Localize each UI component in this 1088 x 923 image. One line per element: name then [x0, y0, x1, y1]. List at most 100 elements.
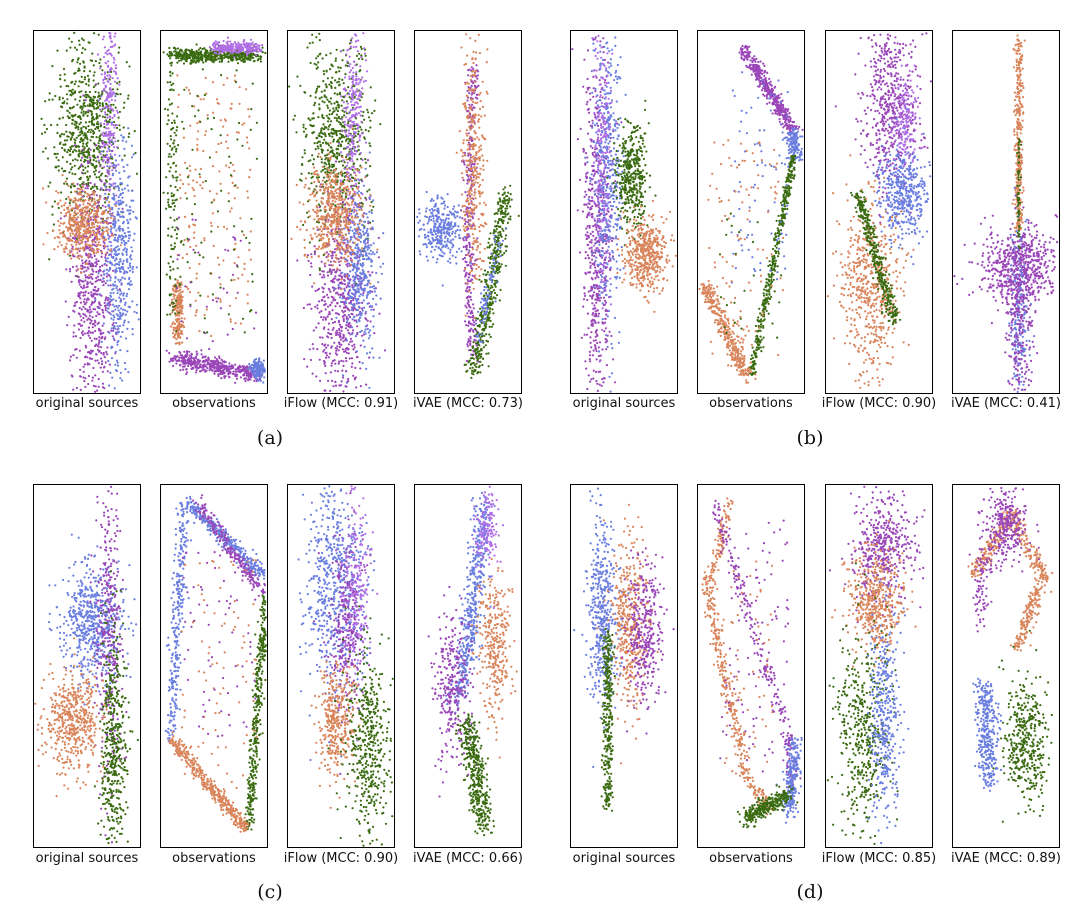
- scatter-point: [100, 150, 104, 153]
- scatter-point: [71, 172, 74, 175]
- scatter-point: [66, 139, 69, 142]
- scatter-point: [113, 58, 116, 61]
- scatter-point: [48, 258, 51, 261]
- scatter-point: [186, 261, 189, 264]
- scatter-point: [98, 350, 101, 353]
- scatter-point: [182, 62, 186, 65]
- scatter-point: [230, 207, 233, 210]
- scatter-point: [108, 74, 111, 77]
- scatter-point: [199, 184, 202, 187]
- scatter-point: [122, 106, 125, 109]
- scatter-point: [123, 101, 126, 104]
- scatter-point: [123, 187, 126, 190]
- scatter-point: [218, 51, 221, 54]
- scatter-point: [104, 174, 107, 178]
- scatter-point: [72, 331, 75, 334]
- scatter-point: [88, 311, 91, 314]
- scatter-point: [235, 264, 239, 267]
- scatter-point: [303, 149, 306, 152]
- scatter-point: [86, 149, 90, 152]
- scatter-point: [174, 357, 177, 361]
- scatter-point: [338, 91, 342, 94]
- scatter-point: [175, 290, 178, 293]
- scatter-point: [341, 109, 344, 112]
- scatter-point: [91, 185, 94, 188]
- scatter-point: [105, 275, 108, 278]
- scatter-point: [107, 48, 110, 51]
- scatter-point: [166, 81, 169, 84]
- scatter-point: [122, 235, 125, 238]
- scatter-point: [173, 145, 176, 148]
- scatter-point: [327, 120, 330, 123]
- scatter-point: [86, 185, 89, 188]
- scatter-point: [70, 136, 73, 139]
- scatter-point: [108, 185, 111, 188]
- scatter-point: [69, 137, 72, 141]
- scatter-point: [111, 116, 114, 120]
- scatter-point: [249, 230, 252, 233]
- scatter-point: [257, 58, 260, 61]
- scatter-point: [106, 260, 109, 263]
- scatter-point: [221, 47, 224, 51]
- scatter-point: [103, 301, 106, 304]
- scatter-point: [116, 88, 119, 91]
- scatter-point: [329, 123, 332, 126]
- scatter-point: [101, 167, 104, 170]
- scatter-point: [78, 150, 81, 153]
- scatter-point: [104, 245, 107, 248]
- scatter-point: [194, 55, 197, 59]
- scatter-point: [96, 187, 99, 190]
- scatter-point: [112, 298, 115, 301]
- scatter-point: [204, 130, 208, 133]
- scatter-point: [68, 270, 72, 273]
- scatter-point: [57, 191, 60, 194]
- scatter-point: [106, 232, 110, 235]
- scatter-point: [103, 221, 106, 224]
- scatter-point: [321, 141, 325, 144]
- scatter-point: [172, 302, 175, 305]
- scatter-point: [99, 221, 102, 224]
- scatter-point: [216, 43, 219, 46]
- scatter-point: [63, 148, 66, 151]
- scatter-point: [195, 369, 198, 372]
- scatter-point: [182, 243, 185, 246]
- scatter-point: [349, 39, 353, 42]
- scatter-point: [261, 44, 264, 47]
- scatter-point: [92, 270, 95, 273]
- scatter-point: [210, 201, 213, 204]
- scatter-point: [172, 359, 175, 362]
- scatter-point: [69, 107, 72, 110]
- scatter-point: [73, 255, 76, 258]
- scatter-point: [84, 132, 87, 135]
- scatter-point: [181, 304, 184, 307]
- scatter-point: [108, 118, 111, 121]
- scatter-point: [69, 146, 72, 149]
- scatter-point: [63, 208, 66, 211]
- scatter-point: [114, 159, 117, 162]
- scatter-point: [112, 329, 115, 332]
- scatter-point: [132, 199, 135, 202]
- scatter-point: [340, 160, 343, 163]
- scatter-point: [104, 282, 107, 285]
- scatter-point: [228, 46, 231, 49]
- scatter-point: [83, 224, 86, 228]
- scatter-point: [66, 115, 69, 118]
- scatter-point: [107, 359, 110, 363]
- scatter-point: [110, 346, 113, 349]
- scatter-point: [209, 365, 213, 368]
- scatter-point: [116, 245, 119, 248]
- scatter-point: [177, 333, 180, 336]
- scatter-point: [82, 229, 85, 232]
- scatter-point: [83, 76, 87, 79]
- scatter-point: [255, 53, 258, 56]
- scatter-point: [109, 52, 112, 56]
- scatter-point: [118, 124, 121, 127]
- scatter-point: [202, 355, 205, 358]
- scatter-point: [92, 105, 95, 108]
- scatter-point: [173, 245, 176, 248]
- scatter-point: [193, 60, 196, 63]
- scatter-point: [123, 154, 126, 157]
- scatter-point: [112, 214, 115, 217]
- scatter-point: [82, 305, 85, 308]
- scatter-point: [102, 322, 105, 325]
